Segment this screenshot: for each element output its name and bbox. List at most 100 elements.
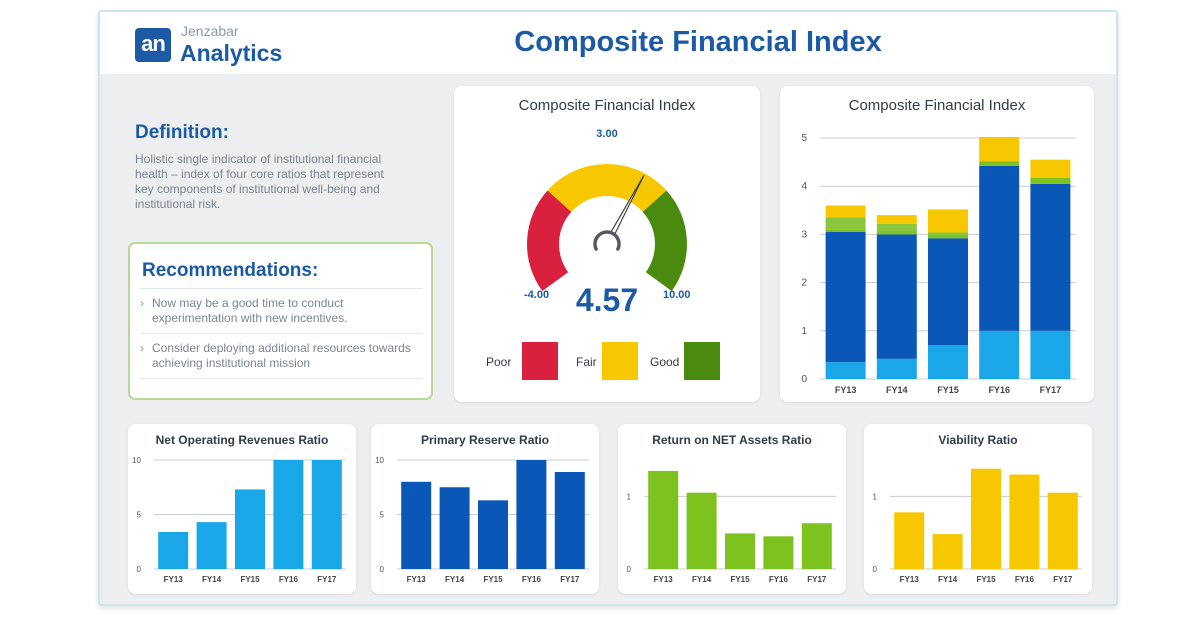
recommendations-panel: Recommendations: › Now may be a good time… xyxy=(128,242,433,400)
x-tick-label: FY14 xyxy=(692,575,712,584)
header: an Jenzabar Analytics Composite Financia… xyxy=(100,12,1116,74)
viability-card: Viability Ratio 0 1 FY13 FY14 FY15 FY16 FY17 xyxy=(864,424,1092,594)
gauge-mid-label: 3.00 xyxy=(596,128,618,140)
chart-title: Composite Financial Index xyxy=(848,97,1026,114)
definition-text: Holistic single indicator of institution… xyxy=(135,152,384,211)
chart-title: Net Operating Revenues Ratio xyxy=(155,433,329,447)
bar xyxy=(196,522,227,569)
return-on-net-assets-chart: 0 1 FY13 FY14 FY15 FY16 FY17 xyxy=(627,470,836,584)
legend-swatch xyxy=(684,342,720,380)
bar xyxy=(439,487,470,569)
legend-good: Good xyxy=(650,342,722,380)
chart-title: Primary Reserve Ratio xyxy=(420,433,550,447)
bar-segment xyxy=(876,358,917,379)
bar-segment xyxy=(876,234,917,359)
logo-product: Analytics xyxy=(180,40,283,66)
recommendation-item: › Consider deploying additional resources… xyxy=(140,334,422,379)
y-tick-label: 1 xyxy=(801,326,807,337)
bar-segment xyxy=(928,234,968,239)
recommendation-item: › Now may be a good time to conduct exper… xyxy=(140,289,422,334)
gauge-title: Composite Financial Index xyxy=(518,97,696,114)
bar-segment xyxy=(1030,330,1071,379)
x-tick-label: FY15 xyxy=(483,575,503,584)
viability-chart: 0 1 FY13 FY14 FY15 FY16 FY17 xyxy=(873,468,1082,584)
bar-segment xyxy=(1030,183,1071,331)
y-tick-label: 5 xyxy=(137,511,142,520)
x-tick-label: FY15 xyxy=(730,575,750,584)
legend-label: Poor xyxy=(486,355,512,369)
cfi-stacked-bar-card: Composite Financial Index 0 1 2 3 4 5 FY13 FY14… xyxy=(780,86,1094,402)
gauge-min-label: -4.00 xyxy=(524,289,550,301)
x-tick-label: FY14 xyxy=(886,385,908,395)
gauge-hub xyxy=(593,230,621,251)
bar xyxy=(401,481,432,569)
x-tick-label: FY13 xyxy=(835,385,857,395)
bar xyxy=(1047,492,1078,569)
legend-label: Fair xyxy=(576,355,597,369)
x-tick-label: FY13 xyxy=(900,575,920,584)
recommendation-text: Consider deploying additional resources … xyxy=(152,341,411,370)
x-tick-label: FY17 xyxy=(1053,575,1073,584)
return-on-net-assets-card: Return on NET Assets Ratio 0 1 FY13 FY14 FY1… xyxy=(618,424,846,594)
y-tick-label: 5 xyxy=(380,511,385,520)
y-tick-label: 10 xyxy=(132,456,141,465)
bar-segment xyxy=(825,217,866,230)
logo-brand: Jenzabar xyxy=(181,23,239,39)
gauge-segment-fair xyxy=(547,164,667,212)
y-tick-label: 5 xyxy=(801,133,807,144)
x-tick-label: FY17 xyxy=(560,575,580,584)
bar-segment xyxy=(928,345,968,379)
x-tick-label: FY16 xyxy=(1015,575,1035,584)
bar xyxy=(516,460,547,569)
gauge-max-label: 10.00 xyxy=(663,289,691,301)
x-tick-label: FY14 xyxy=(445,575,465,584)
gauge-value: 4.57 xyxy=(575,282,639,318)
bar xyxy=(311,460,342,569)
bar xyxy=(725,533,755,569)
bullet-icon: › xyxy=(140,296,144,310)
y-tick-label: 0 xyxy=(873,565,878,574)
primary-reserve-chart: 0 5 10 FY13 FY14 FY15 FY16 FY17 xyxy=(375,456,589,584)
page-title: Composite Financial Index xyxy=(514,26,882,58)
bar-segment xyxy=(825,231,866,363)
dashboard-frame: an Jenzabar Analytics Composite Financia… xyxy=(98,10,1118,606)
x-tick-label: FY13 xyxy=(407,575,427,584)
x-tick-label: FY16 xyxy=(522,575,542,584)
gauge-segment-poor xyxy=(527,190,572,292)
bar-segment xyxy=(876,215,917,224)
y-tick-label: 1 xyxy=(873,492,878,501)
y-tick-label: 0 xyxy=(380,565,385,574)
bar-segment xyxy=(825,229,866,232)
bar xyxy=(801,523,832,569)
bar xyxy=(273,460,304,569)
x-tick-label: FY17 xyxy=(317,575,337,584)
x-tick-label: FY14 xyxy=(938,575,958,584)
bar xyxy=(158,531,189,569)
gauge-segment-good xyxy=(642,190,687,292)
x-tick-label: FY16 xyxy=(988,385,1010,395)
bar-segment xyxy=(928,209,968,233)
x-tick-label: FY15 xyxy=(240,575,260,584)
primary-reserve-card: Primary Reserve Ratio 0 5 10 FY13 FY14 FY15 FY… xyxy=(371,424,599,594)
recommendations-title: Recommendations: xyxy=(142,260,319,281)
bar-segment xyxy=(825,362,866,379)
x-tick-label: FY17 xyxy=(807,575,827,584)
bar xyxy=(686,492,717,569)
net-operating-revenues-card: Net Operating Revenues Ratio 0 5 10 FY13 FY1… xyxy=(128,424,356,594)
legend-swatch xyxy=(602,342,638,380)
bar xyxy=(235,489,265,569)
bar xyxy=(932,534,963,569)
bar xyxy=(971,468,1001,569)
y-tick-label: 0 xyxy=(801,374,807,385)
recommendation-text: Now may be a good time to conduct experi… xyxy=(152,296,348,325)
bar-segment xyxy=(979,137,1020,162)
x-tick-label: FY13 xyxy=(164,575,184,584)
gauge-legend: Poor Fair Good xyxy=(454,342,760,380)
gauge-chart xyxy=(527,164,687,292)
bar xyxy=(1009,474,1040,569)
bar-segment xyxy=(928,232,968,235)
y-tick-label: 3 xyxy=(801,229,807,240)
bar-segment xyxy=(928,238,968,346)
bar xyxy=(763,536,794,569)
bar xyxy=(648,470,679,569)
